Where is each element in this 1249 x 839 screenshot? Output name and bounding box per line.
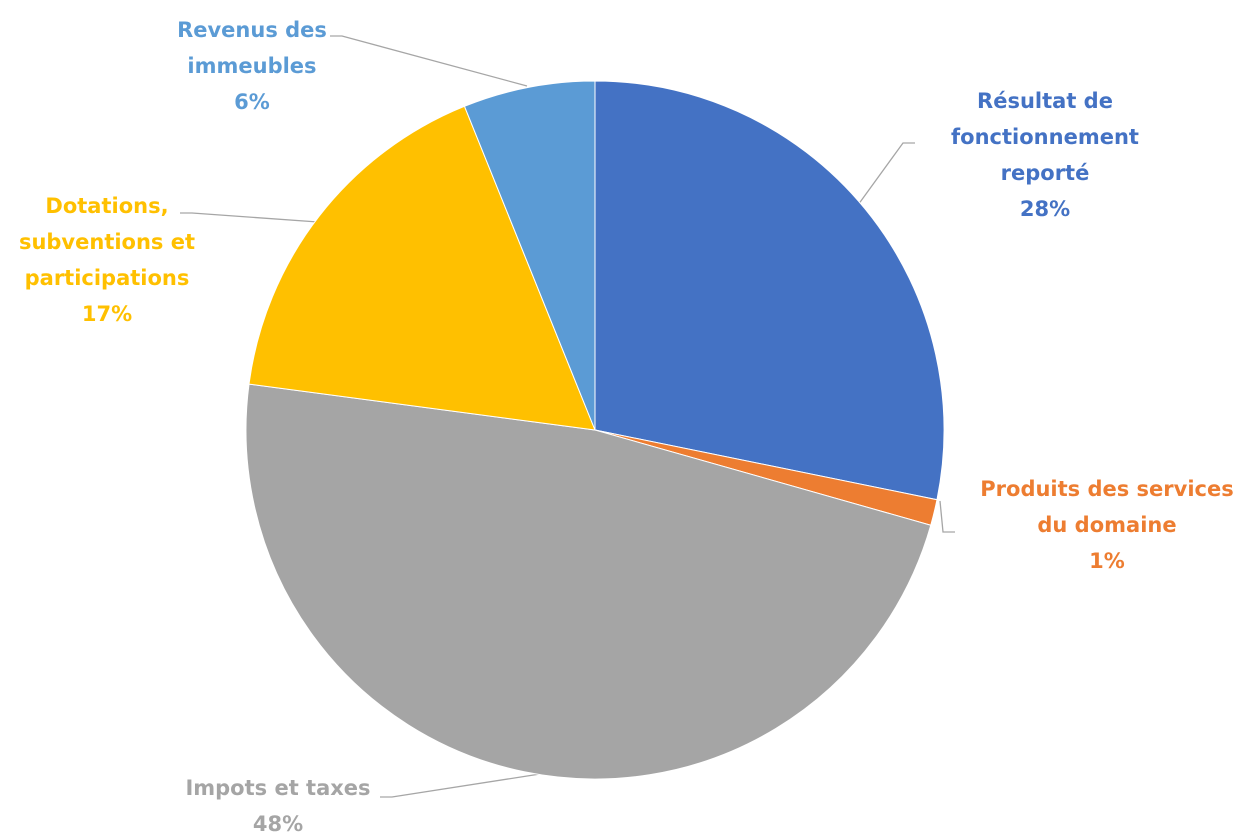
pie-slice-2	[245, 383, 932, 780]
slice-category-label: Impots et taxes	[185, 776, 370, 800]
slice-percent-label: 1%	[1089, 549, 1125, 573]
leader-line-4	[330, 35, 528, 87]
slice-category-label: Dotations,	[45, 194, 168, 218]
slice-category-label: participations	[25, 266, 190, 290]
slice-percent-label: 48%	[253, 812, 303, 836]
slice-label-4: Revenus des immeubles 6%	[177, 18, 327, 114]
slice-label-3: Dotations, subventions et participations 17…	[19, 194, 195, 326]
leader-line-3	[180, 212, 319, 223]
slice-category-label: du domaine	[1037, 513, 1176, 537]
slice-percent-label: 6%	[234, 90, 270, 114]
leader-line-1	[939, 500, 955, 533]
leader-line-0	[857, 142, 915, 206]
pie-slice-4	[463, 80, 596, 431]
leader-lines	[180, 35, 955, 798]
pie-slice-0	[594, 80, 945, 501]
slice-label-0: Résultat de fonctionnement reporté 28%	[951, 89, 1139, 221]
slice-percent-label: 28%	[1020, 197, 1070, 221]
slice-category-label: Résultat de	[977, 89, 1113, 113]
slice-labels: Résultat de fonctionnement reporté 28% Produ…	[19, 18, 1234, 836]
slice-category-label: subventions et	[19, 230, 195, 254]
slice-label-1: Produits des services du domaine 1%	[980, 477, 1233, 573]
slice-category-label: reporté	[1001, 161, 1090, 185]
slice-category-label: Produits des services	[980, 477, 1233, 501]
leader-line-2	[380, 773, 541, 798]
pie-slices	[245, 80, 945, 780]
slice-category-label: Revenus des	[177, 18, 327, 42]
pie-slice-3	[248, 105, 596, 431]
slice-category-label: immeubles	[187, 54, 316, 78]
slice-label-2: Impots et taxes 48%	[185, 776, 370, 836]
slice-percent-label: 17%	[82, 302, 132, 326]
slice-category-label: fonctionnement	[951, 125, 1139, 149]
